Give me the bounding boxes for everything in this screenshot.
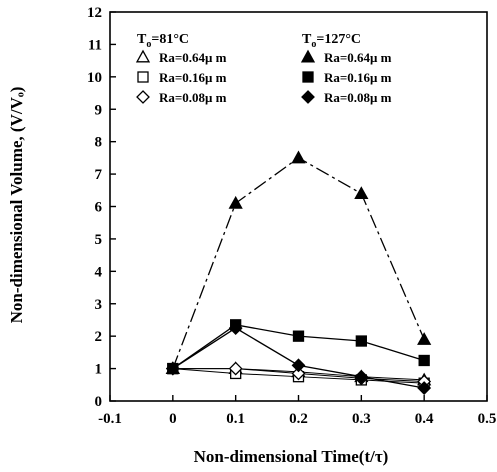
legend-item: Ra=0.64μ m (300, 49, 392, 65)
y-tick-label: 3 (95, 297, 103, 313)
x-tick-label: 0.1 (226, 411, 245, 427)
y-axis-label: Non-dimensional Volume, (V/Vₒ) (7, 87, 26, 324)
legend-item: Ra=0.08μ m (301, 90, 392, 105)
data-point (228, 321, 243, 335)
data-point (355, 335, 367, 347)
legend-label: Ra=0.16μ m (159, 70, 227, 85)
legend-marker (300, 49, 316, 63)
legend-marker (301, 90, 315, 104)
x-axis-label: Non-dimensional Time(t/τ) (194, 447, 389, 466)
data-point (228, 195, 243, 209)
y-tick-label: 1 (95, 362, 103, 378)
series-layer (165, 150, 432, 395)
data-point (354, 369, 369, 384)
data-point (417, 332, 432, 345)
y-tick-label: 5 (95, 232, 103, 248)
y-tick-label: 2 (95, 329, 103, 345)
y-tick-label: 10 (87, 70, 102, 86)
y-tick-label: 4 (95, 264, 103, 280)
legend-marker (135, 49, 151, 63)
y-tick-label: 8 (95, 135, 103, 151)
x-tick-label: 0.5 (478, 411, 497, 427)
legend-item: Ra=0.64μ m (135, 49, 227, 65)
series-6 (165, 321, 432, 395)
x-tick-label: -0.1 (98, 411, 122, 427)
x-tick-label: 0.2 (289, 411, 308, 427)
legend-item: Ra=0.16μ m (137, 70, 227, 85)
data-point (228, 361, 243, 376)
legend-label: Ra=0.08μ m (324, 90, 392, 105)
data-point (417, 381, 432, 395)
legend-label: Ra=0.64μ m (324, 50, 392, 65)
y-tick-label: 11 (88, 37, 102, 53)
data-point (418, 354, 430, 367)
x-tick-label: 0.3 (352, 411, 371, 427)
legend-marker (302, 71, 314, 83)
x-ticks: -0.1 0 0.1 0.2 0.3 0.4 0.5 (98, 395, 496, 427)
legend-item: Ra=0.16μ m (302, 70, 392, 85)
data-point (354, 186, 369, 199)
data-point (291, 358, 306, 373)
legend-label: Ra=0.16μ m (324, 70, 392, 85)
legend-label: Ra=0.08μ m (159, 90, 227, 105)
legend-label: Ra=0.64μ m (159, 50, 227, 65)
data-point (165, 361, 180, 376)
data-point (292, 330, 305, 342)
y-tick-label: 12 (87, 5, 102, 21)
y-tick-label: 7 (95, 167, 103, 183)
x-tick-label: 0 (169, 411, 177, 427)
legend: To=81°C To=127°C Ra=0.64μ m Ra=0.16μ m Ra=… (135, 32, 392, 105)
data-point (291, 150, 306, 164)
y-tick-label: 9 (95, 102, 103, 118)
data-point (291, 366, 306, 381)
legend-marker (137, 71, 149, 83)
legend-group-2-header: To=127°C (302, 32, 361, 50)
x-tick-label: 0.4 (415, 411, 434, 427)
legend-marker (136, 90, 150, 104)
y-tick-label: 0 (95, 394, 103, 410)
legend-item: Ra=0.08μ m (136, 90, 227, 105)
legend-group-1-header: To=81°C (137, 32, 189, 50)
y-tick-label: 6 (95, 200, 103, 216)
